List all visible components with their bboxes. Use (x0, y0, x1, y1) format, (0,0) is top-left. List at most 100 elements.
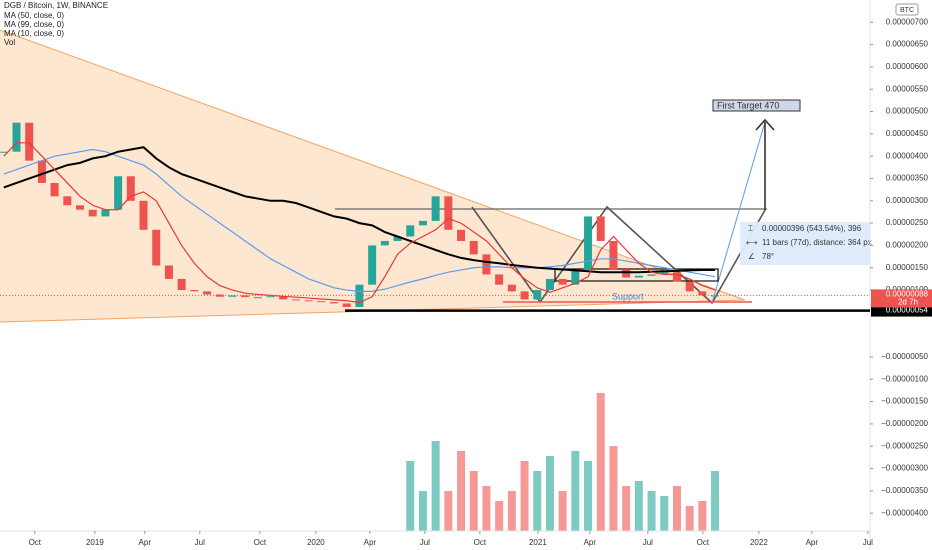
candle (533, 290, 542, 300)
candle (253, 297, 262, 299)
x-tick-label: 2022 (750, 538, 768, 547)
measure-icon: ⟷ (746, 238, 758, 247)
candle (228, 295, 237, 297)
measure-angle: 78° (762, 252, 774, 261)
volume-bar (457, 451, 466, 531)
arrow-head (755, 118, 775, 131)
y-tick-label: −0.00000150 (881, 397, 928, 406)
measure-bars: 11 bars (77d), distance: 364 px (762, 238, 872, 247)
ma-line (3, 142, 716, 304)
candle (88, 209, 97, 217)
candle (545, 278, 554, 291)
y-tick-label: 0.00000150 (886, 263, 929, 272)
candle (634, 275, 643, 278)
candle (0, 151, 8, 153)
target-label: First Target 470 (717, 100, 779, 110)
candle (279, 296, 288, 300)
candle (203, 291, 212, 295)
volume-bar (507, 491, 516, 531)
volume-bar (672, 486, 681, 531)
candle (317, 301, 326, 303)
y-tick-label: −0.00000400 (881, 508, 928, 517)
volume-bar (418, 491, 427, 531)
ma-line (3, 146, 716, 274)
price-tag (871, 304, 932, 317)
volume-bar (596, 393, 605, 531)
measure-icon: ∠ (748, 252, 755, 261)
price-tag (871, 289, 932, 308)
candle (469, 240, 478, 255)
legend-entry: MA (50, close, 0) (4, 11, 64, 20)
candle (647, 274, 656, 276)
volume-bar (711, 471, 720, 531)
y-tick-label: −0.00000250 (881, 441, 928, 450)
y-tick-label: −0.00000200 (881, 419, 928, 428)
candle (25, 122, 34, 161)
candle (380, 240, 389, 246)
volume-bar (495, 501, 504, 531)
candle (190, 290, 199, 292)
y-tick-label: 0.00000350 (886, 174, 929, 183)
y-tick-label: 0.00000650 (886, 40, 929, 49)
candle (368, 245, 377, 285)
volume-bar (482, 486, 491, 531)
volume-bar (571, 451, 580, 531)
chart-title: DGB / Bitcoin, 1W, BINANCE (4, 1, 108, 10)
y-tick-label: −0.00000350 (881, 486, 928, 495)
candle (177, 278, 186, 291)
x-tick-label: 2019 (86, 538, 104, 547)
y-tick-label: 0.00000700 (886, 17, 929, 26)
x-tick-label: Jul (420, 538, 430, 547)
price-tag-label: 0.00000088 (886, 290, 929, 299)
x-tick-label: Oct (29, 538, 42, 547)
marks (0, 122, 720, 531)
measure-icon: ⌶ (748, 224, 753, 233)
volume-bar (698, 501, 707, 531)
candle (685, 281, 694, 292)
candle (114, 176, 123, 210)
candle (571, 269, 580, 285)
volume-bar (520, 461, 529, 531)
candle (444, 196, 453, 230)
volume-bar (634, 481, 643, 531)
volume-bar (685, 506, 694, 531)
candle (622, 269, 631, 278)
range-box (554, 268, 719, 282)
y-tick-label: 0.00000250 (886, 218, 929, 227)
candle (457, 229, 466, 241)
candle (76, 205, 85, 210)
candle (609, 240, 618, 270)
candle (101, 209, 110, 217)
candle (152, 229, 161, 266)
x-tick-label: Jul (863, 538, 873, 547)
candle (241, 295, 250, 298)
candle (50, 182, 59, 197)
pattern (471, 205, 766, 305)
volume-bar (545, 456, 554, 531)
candle (63, 196, 72, 206)
measure-price: 0.00000396 (543.54%), 396 (762, 224, 862, 233)
price-tag-label: 0.00000054 (886, 306, 929, 315)
volume-bar (444, 491, 453, 531)
target-box (712, 99, 801, 112)
candle (672, 272, 681, 282)
volume-bar (533, 471, 542, 531)
x-tick-label: 2020 (307, 538, 325, 547)
candle (431, 196, 440, 221)
candle (596, 216, 605, 241)
y-tick-label: 0.00000400 (886, 151, 929, 160)
measure-box (740, 222, 870, 265)
candle (520, 291, 529, 300)
volume-bar (609, 446, 618, 531)
y-tick-label: −0.00000100 (881, 374, 928, 383)
y-tick-label: 0.00000300 (886, 196, 929, 205)
x-tick-label: Apr (806, 538, 819, 547)
y-tick-label: 0.00000500 (886, 107, 929, 116)
x-tick-label: Apr (364, 538, 377, 547)
candle (495, 274, 504, 285)
x-tick-label: 2021 (529, 538, 547, 547)
countdown: 2d 7h (898, 298, 918, 307)
candle (342, 303, 351, 307)
volume-bar (622, 486, 631, 531)
